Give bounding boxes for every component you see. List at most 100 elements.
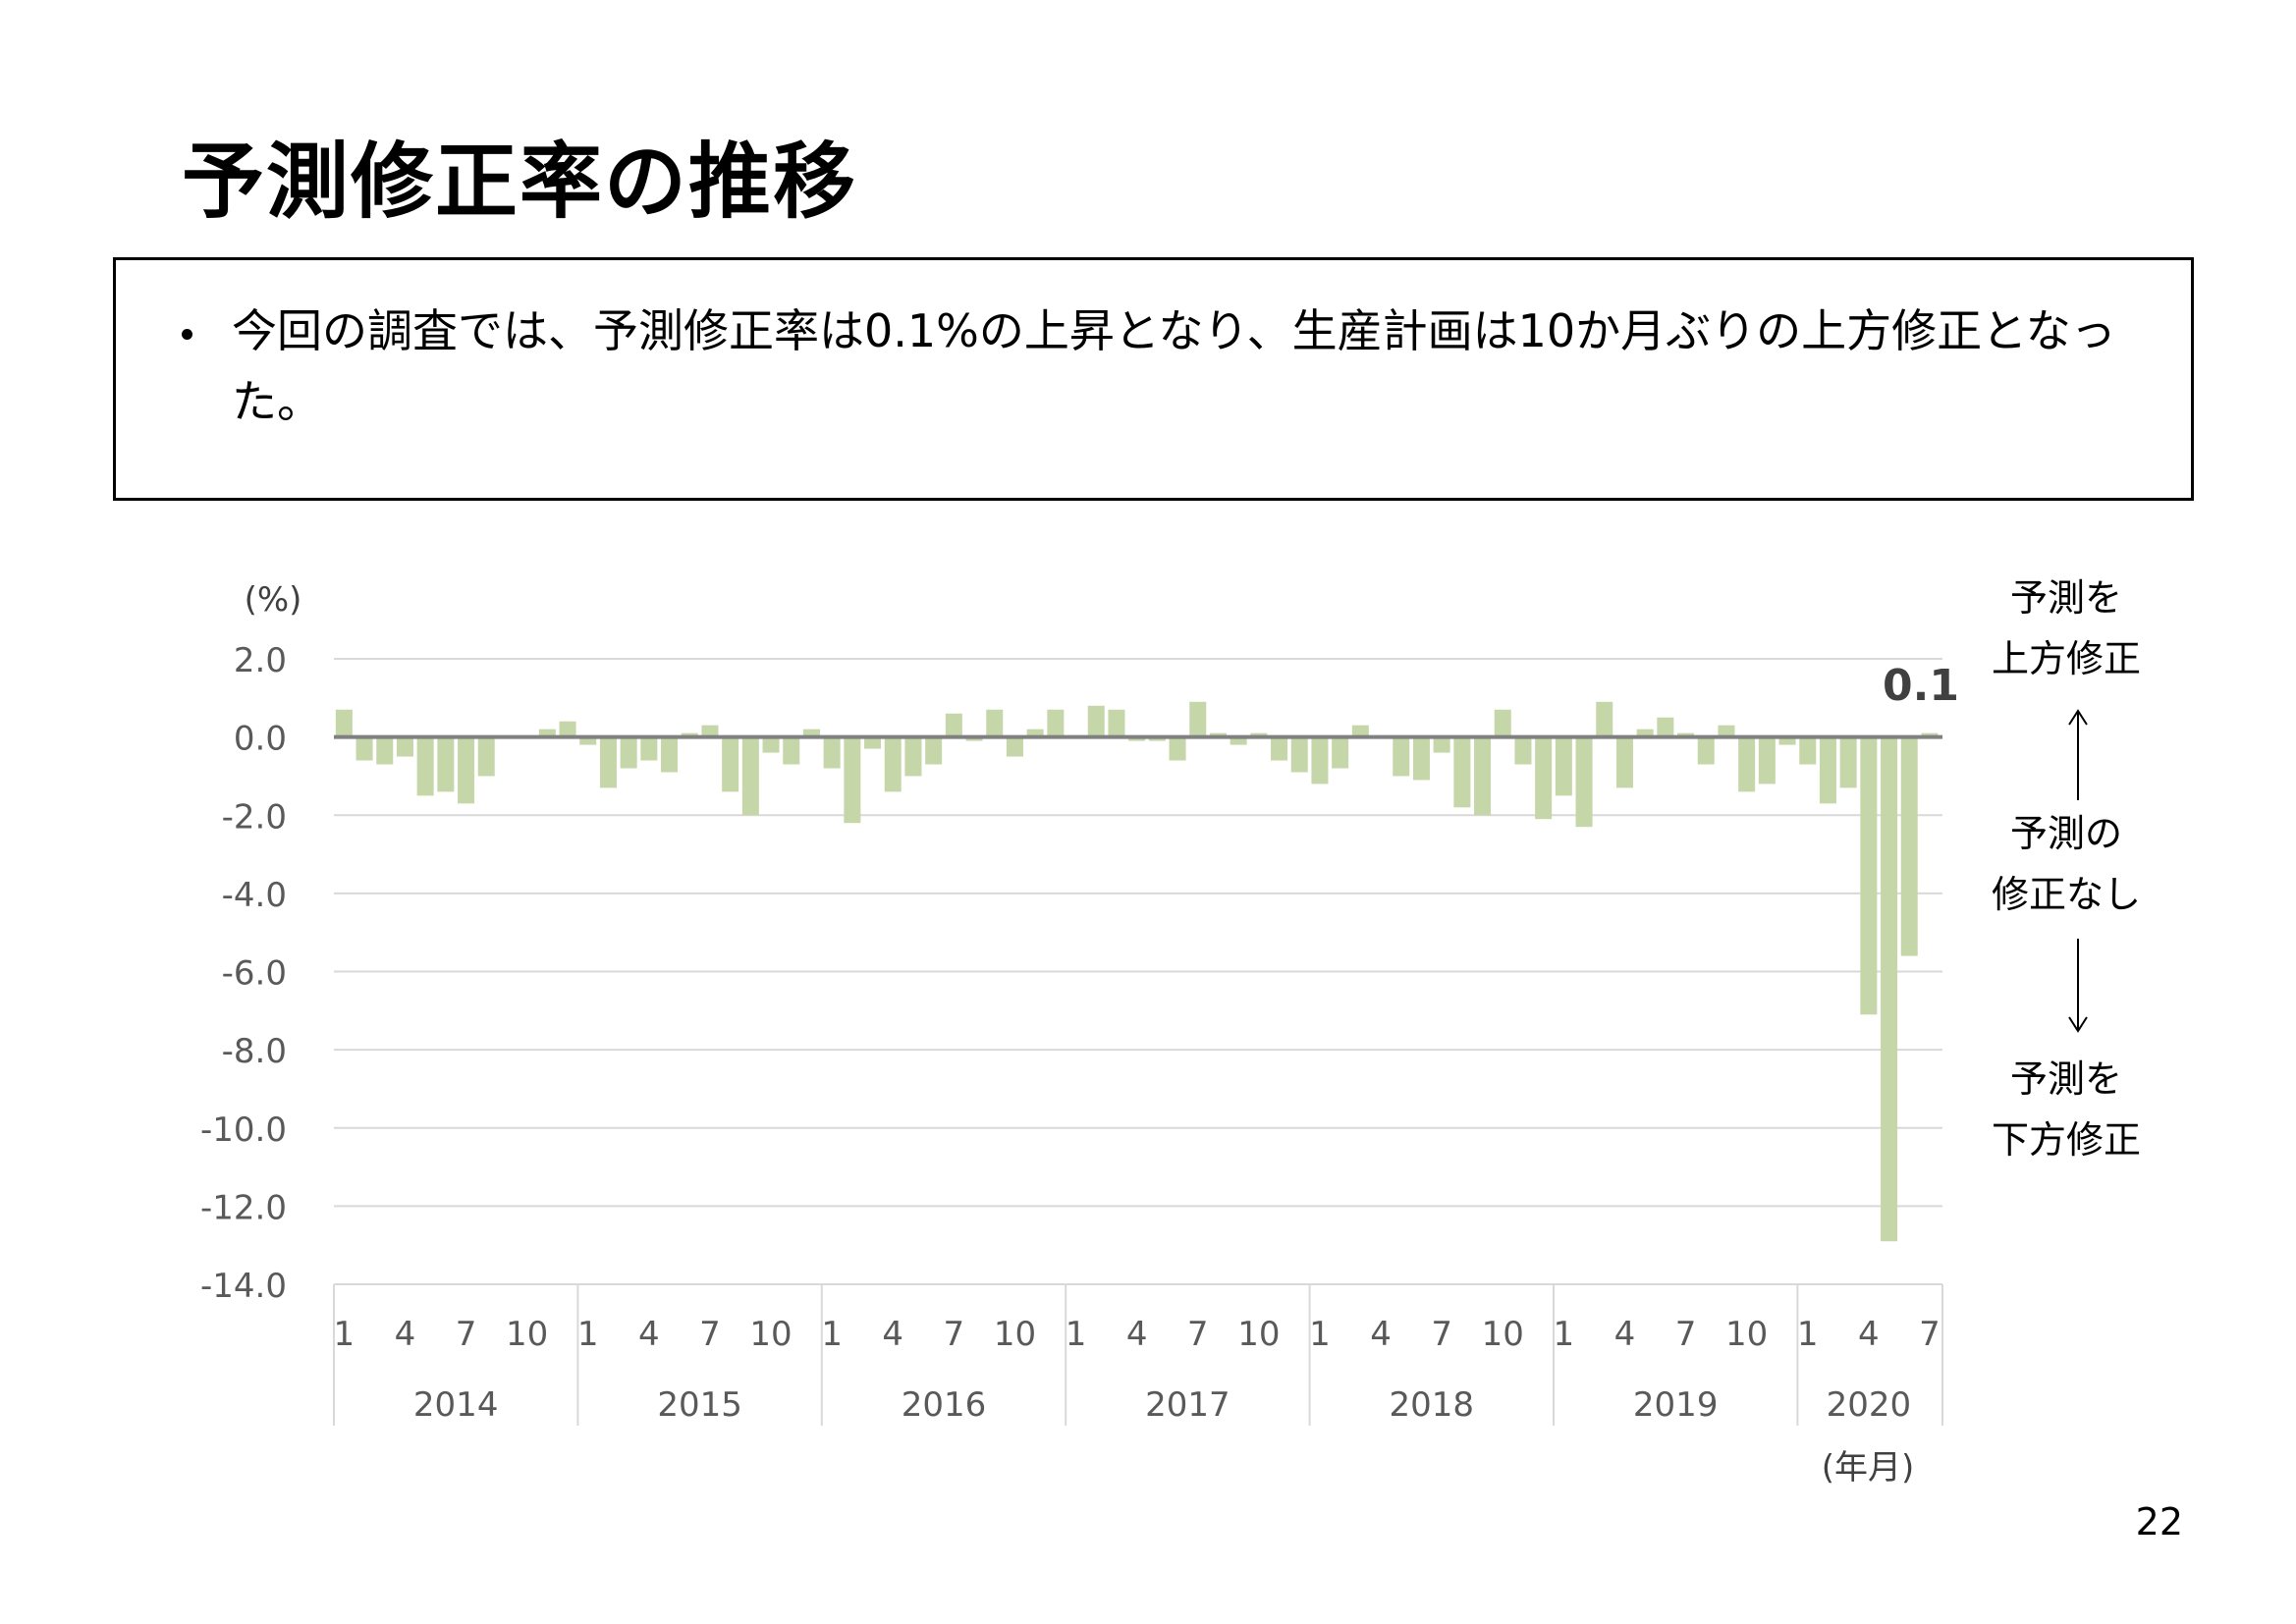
bar (416, 736, 434, 796)
x-tick-label: 10 (1725, 1315, 1768, 1354)
x-tick-label: 7 (944, 1315, 965, 1354)
x-tick-label: 1 (577, 1315, 599, 1354)
annotation-upper: 上方修正 (1992, 637, 2141, 680)
year-label: 2014 (413, 1385, 499, 1425)
x-tick-label: 1 (1309, 1315, 1331, 1354)
bar (1636, 729, 1654, 737)
bar (1819, 736, 1836, 804)
x-tick-label: 10 (1482, 1315, 1524, 1354)
bar (1433, 736, 1450, 753)
bar (1697, 736, 1715, 765)
x-tick-label: 7 (456, 1315, 477, 1354)
data-label: 0.1 (1883, 661, 1959, 711)
annotation-upper: 予測を (2010, 576, 2122, 620)
annotation-middle: 予測の (2010, 812, 2122, 855)
x-tick-label: 1 (821, 1315, 843, 1354)
x-axis-label: (年月) (1822, 1448, 1915, 1488)
annotation-middle: 修正なし (1992, 873, 2141, 916)
bar (1738, 736, 1756, 792)
bar (1657, 717, 1674, 737)
y-tick-label: -10.0 (200, 1110, 287, 1150)
bullet-icon (182, 329, 192, 340)
bar (1290, 736, 1308, 773)
bar (1615, 736, 1633, 788)
bar (1453, 736, 1471, 808)
bar (1026, 729, 1044, 737)
x-tick-label: 1 (1554, 1315, 1575, 1354)
y-tick-label: -12.0 (200, 1188, 287, 1227)
x-tick-label: 7 (1187, 1315, 1209, 1354)
bar (1169, 736, 1186, 761)
x-tick-label: 4 (1614, 1315, 1636, 1354)
annotation-lower: 下方修正 (1992, 1118, 2141, 1162)
bar (620, 736, 637, 769)
bar (1778, 736, 1796, 745)
bar (559, 721, 576, 737)
bar (762, 736, 780, 753)
bar (1006, 736, 1023, 757)
y-tick-label: 2.0 (234, 641, 287, 680)
bar (640, 736, 658, 761)
bar (1393, 736, 1410, 777)
x-tick-label: 4 (1126, 1315, 1148, 1354)
bar (1087, 705, 1105, 737)
bar (1474, 736, 1492, 816)
bar (1494, 709, 1511, 737)
year-label: 2019 (1633, 1385, 1719, 1425)
bar (1271, 736, 1288, 761)
bar (661, 736, 679, 773)
y-tick-label: 0.0 (234, 720, 287, 759)
bar (1555, 736, 1572, 796)
bar (1596, 701, 1613, 737)
bar (884, 736, 902, 792)
bar (904, 736, 922, 777)
x-tick-label: 4 (882, 1315, 903, 1354)
bar (925, 736, 943, 765)
bar (783, 736, 800, 765)
bar (1900, 736, 1918, 956)
bar (396, 736, 413, 757)
bar (1230, 736, 1247, 745)
y-axis-label: (%) (245, 580, 302, 620)
y-tick-label: -14.0 (200, 1267, 287, 1306)
x-tick-label: 4 (395, 1315, 416, 1354)
y-tick-label: -6.0 (222, 954, 287, 994)
year-label: 2016 (902, 1385, 987, 1425)
x-tick-label: 1 (334, 1315, 355, 1354)
bar (599, 736, 617, 788)
year-label: 2017 (1145, 1385, 1230, 1425)
bar (986, 709, 1004, 737)
y-tick-label: -8.0 (222, 1032, 287, 1071)
bar (579, 736, 597, 745)
bar (864, 736, 882, 749)
bar (335, 709, 353, 737)
x-tick-label: 7 (1431, 1315, 1452, 1354)
bar (355, 736, 373, 761)
x-tick-label: 10 (506, 1315, 548, 1354)
bar (945, 713, 962, 737)
bar (722, 736, 739, 792)
x-tick-label: 7 (1919, 1315, 1941, 1354)
bar (1514, 736, 1532, 765)
bar (477, 736, 495, 777)
bar (1351, 725, 1369, 737)
up-arrowhead-icon (2068, 709, 2088, 726)
page-number: 22 (2135, 1500, 2183, 1543)
annotation-lower: 予測を (2010, 1057, 2122, 1101)
x-tick-label: 1 (1066, 1315, 1087, 1354)
bar (1860, 736, 1878, 1015)
bar (437, 736, 455, 792)
year-label: 2015 (657, 1385, 742, 1425)
bar (701, 725, 719, 737)
bar (802, 729, 820, 737)
bar (1311, 736, 1329, 785)
x-tick-label: 4 (1858, 1315, 1880, 1354)
summary-box: 今回の調査では、予測修正率は0.1%の上昇となり、生産計画は10か月ぶりの上方修… (113, 257, 2194, 501)
x-tick-label: 7 (1675, 1315, 1697, 1354)
bar (1718, 725, 1735, 737)
x-tick-label: 1 (1797, 1315, 1819, 1354)
bar (1535, 736, 1553, 820)
x-tick-label: 10 (994, 1315, 1036, 1354)
bar (458, 736, 475, 804)
bar (1047, 709, 1065, 737)
